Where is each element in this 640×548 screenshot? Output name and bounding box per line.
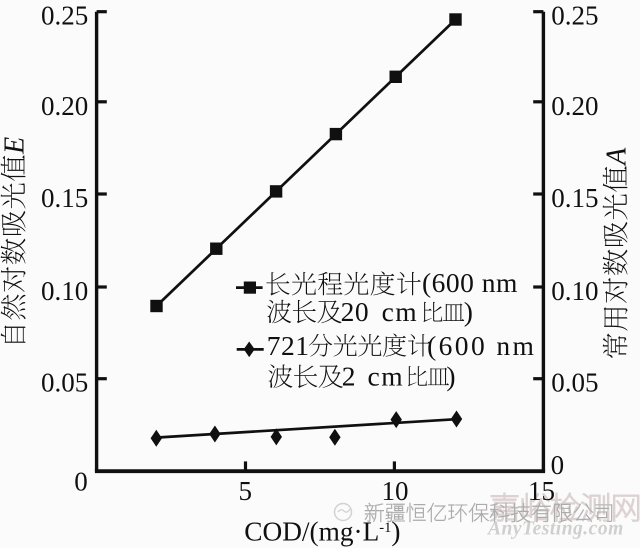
svg-text:cm: cm	[368, 361, 405, 392]
svg-text:5: 5	[238, 476, 252, 506]
svg-text:0.15: 0.15	[41, 183, 88, 213]
svg-text:0: 0	[551, 450, 565, 480]
svg-text:15: 15	[528, 476, 555, 506]
svg-text:20: 20	[341, 296, 370, 327]
svg-text:0.25: 0.25	[41, 1, 88, 31]
svg-text:721: 721	[267, 330, 310, 361]
svg-text:(600 nm: (600 nm	[422, 267, 518, 298]
svg-text:0.20: 0.20	[551, 91, 598, 121]
svg-text:0.05: 0.05	[551, 368, 598, 398]
svg-text:0.15: 0.15	[551, 183, 598, 213]
svg-text:A: A	[602, 147, 633, 167]
svg-text:0.10: 0.10	[41, 276, 88, 306]
svg-text:(600 nm: (600 nm	[427, 330, 536, 361]
svg-text:COD/(mg·L-1): COD/(mg·L-1)	[244, 517, 400, 547]
svg-text:): )	[446, 361, 455, 392]
svg-text:0.20: 0.20	[41, 91, 88, 121]
svg-text:10: 10	[382, 476, 409, 506]
svg-text:0.05: 0.05	[41, 368, 88, 398]
svg-text:2: 2	[342, 361, 356, 392]
svg-text:0.25: 0.25	[551, 1, 598, 31]
svg-text:): )	[464, 296, 473, 327]
svg-text:cm: cm	[382, 296, 419, 327]
svg-text:AnyTesting.com: AnyTesting.com	[486, 519, 624, 540]
svg-text:E: E	[0, 137, 31, 155]
svg-text:0.10: 0.10	[551, 276, 598, 306]
svg-text:0: 0	[74, 466, 88, 496]
